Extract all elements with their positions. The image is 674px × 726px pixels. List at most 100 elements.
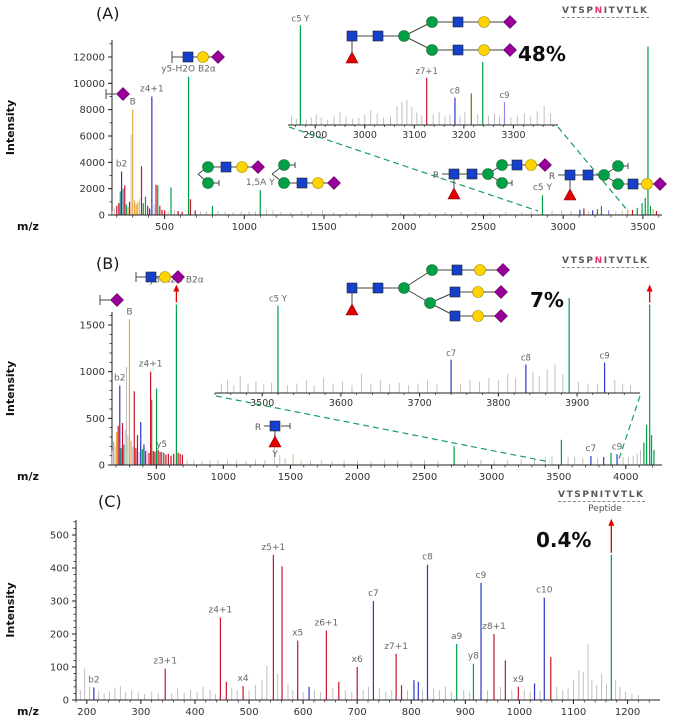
- svg-text:R: R: [255, 423, 261, 433]
- svg-text:c5 Y: c5 Y: [269, 295, 288, 305]
- peptide-pre: VTSP: [562, 6, 595, 16]
- svg-text:1200: 1200: [615, 707, 640, 718]
- peptide-caption: Peptide: [588, 504, 622, 514]
- svg-text:400: 400: [50, 564, 69, 575]
- svg-text:1500: 1500: [278, 472, 303, 483]
- panel-label-c: (C): [98, 492, 122, 511]
- svg-text:x4: x4: [238, 674, 249, 684]
- svg-text:B: B: [126, 307, 132, 317]
- glycan-biantennary-fucosylated-icon: [345, 15, 517, 64]
- peptide-post: ITVTLK: [599, 490, 645, 500]
- svg-text:3000: 3000: [353, 130, 377, 141]
- svg-text:3800: 3800: [486, 398, 510, 409]
- svg-text:c9: c9: [476, 571, 487, 581]
- glycan-fragment-left-icon: [197, 160, 265, 189]
- panel-B-inset: 3500 3600 3700 3800 3900 c5 Y c7 c8 c9: [214, 295, 640, 409]
- svg-text:c9: c9: [612, 442, 623, 452]
- svg-text:Intensity: Intensity: [4, 582, 17, 637]
- panel-b-spectrum: 0 500 1000 1500 500 1000 1500 2000 2500 3000 3500 4…: [4, 263, 662, 483]
- svg-text:2900: 2900: [303, 130, 327, 141]
- glycan-triantennary-fucosylated-icon: [345, 263, 510, 323]
- svg-text:c8: c8: [521, 354, 531, 364]
- svg-text:c7: c7: [586, 444, 597, 454]
- svg-text:12000: 12000: [73, 52, 105, 63]
- glycan-y-fragment-icon: RY: [255, 420, 291, 460]
- svg-text:B: B: [130, 98, 136, 108]
- svg-text:3000: 3000: [550, 222, 575, 233]
- panel-A-peaks: b2 Bz4+1 y5-H2O B2α 1,5A Y c5 Y: [111, 46, 658, 215]
- svg-text:c7: c7: [446, 349, 456, 359]
- glycosite: N: [590, 490, 600, 500]
- svg-text:Intensity: Intensity: [4, 361, 17, 416]
- svg-text:x9: x9: [513, 675, 524, 685]
- svg-text:500: 500: [239, 707, 258, 718]
- abundance-a: 48%: [518, 42, 566, 66]
- svg-text:3500: 3500: [250, 398, 274, 409]
- svg-text:400: 400: [185, 707, 204, 718]
- panel-B-axes: 0 500 1000 1500 500 1000 1500 2000 2500 3000 3500 4…: [4, 312, 662, 483]
- svg-text:1500: 1500: [80, 321, 105, 332]
- glycan-icon-neu5ac-icon: [105, 87, 130, 101]
- panel-label-b: (B): [96, 254, 120, 273]
- svg-text:c9: c9: [499, 91, 509, 101]
- svg-text:c5 Y: c5 Y: [291, 14, 310, 24]
- svg-text:0: 0: [63, 696, 69, 707]
- svg-text:b2: b2: [88, 675, 99, 685]
- svg-text:1100: 1100: [561, 707, 586, 718]
- svg-text:3700: 3700: [408, 398, 432, 409]
- svg-text:100: 100: [50, 663, 69, 674]
- svg-text:Intensity: Intensity: [4, 100, 17, 155]
- svg-text:2000: 2000: [345, 472, 370, 483]
- panel-c-spectrum: 0 100 200 300 400 500 200 300 400 500 600 700 800 900…: [4, 518, 660, 718]
- svg-text:c7: c7: [368, 589, 379, 599]
- svg-text:3900: 3900: [565, 398, 589, 409]
- svg-text:Y: Y: [271, 450, 278, 460]
- svg-text:0: 0: [99, 211, 105, 222]
- panel-C-peaks: b2 z3+1 z4+1 x4 z5+1 x5 z6+1 x6 c7 z7+1 c8 a9 y8 c9 z8…: [79, 518, 639, 700]
- svg-text:700: 700: [348, 707, 367, 718]
- svg-text:500: 500: [155, 222, 174, 233]
- svg-text:6000: 6000: [80, 131, 105, 142]
- svg-text:1000: 1000: [211, 472, 236, 483]
- svg-text:z7+1: z7+1: [384, 642, 408, 652]
- panel-A-axes: 0 2000 4000 6000 8000 10000 12000 500 1000 1500 20…: [4, 40, 662, 233]
- panel-label-a: (A): [96, 4, 120, 23]
- svg-text:0: 0: [99, 461, 105, 472]
- svg-text:m/z: m/z: [17, 220, 39, 233]
- svg-text:4000: 4000: [80, 158, 105, 169]
- svg-text:c8: c8: [450, 87, 460, 97]
- svg-text:2500: 2500: [412, 472, 437, 483]
- svg-text:z4+1: z4+1: [139, 360, 163, 370]
- panel-A-inset: 2900 3000 3100 3200 3300 c5 Y z7+1 c8 c9: [288, 14, 558, 141]
- svg-text:500: 500: [50, 531, 69, 542]
- glycan-r-fragment-2-icon: R: [549, 160, 667, 201]
- svg-text:2000: 2000: [80, 184, 105, 195]
- svg-text:c8: c8: [422, 553, 433, 563]
- svg-text:y8: y8: [468, 652, 479, 662]
- glycan-icon-trisaccharide-icon: [135, 270, 185, 284]
- svg-text:y5: y5: [156, 440, 167, 450]
- svg-text:c9: c9: [600, 352, 610, 362]
- svg-text:1000: 1000: [507, 707, 532, 718]
- svg-text:2500: 2500: [471, 222, 496, 233]
- panel-C-axes: 0 100 200 300 400 500 200 300 400 500 600 700 800 900…: [4, 520, 660, 718]
- svg-text:300: 300: [50, 597, 69, 608]
- svg-text:3200: 3200: [452, 130, 476, 141]
- svg-text:3000: 3000: [479, 472, 504, 483]
- abundance-c: 0.4%: [536, 528, 592, 552]
- svg-text:m/z: m/z: [17, 705, 39, 718]
- peptide-post: ITVTLK: [603, 256, 649, 266]
- svg-text:500: 500: [86, 414, 105, 425]
- svg-text:a9: a9: [451, 632, 463, 642]
- svg-text:z7+1: z7+1: [416, 67, 438, 77]
- panel-a-spectrum: 0 2000 4000 6000 8000 10000 12000 500 1000 1500 20…: [4, 14, 667, 233]
- svg-text:800: 800: [402, 707, 421, 718]
- svg-text:3500: 3500: [630, 222, 655, 233]
- peptide-pre: VTSP: [558, 490, 591, 500]
- svg-text:z3+1: z3+1: [153, 657, 177, 667]
- svg-text:900: 900: [456, 707, 475, 718]
- svg-text:2000: 2000: [391, 222, 416, 233]
- svg-text:10000: 10000: [73, 79, 105, 90]
